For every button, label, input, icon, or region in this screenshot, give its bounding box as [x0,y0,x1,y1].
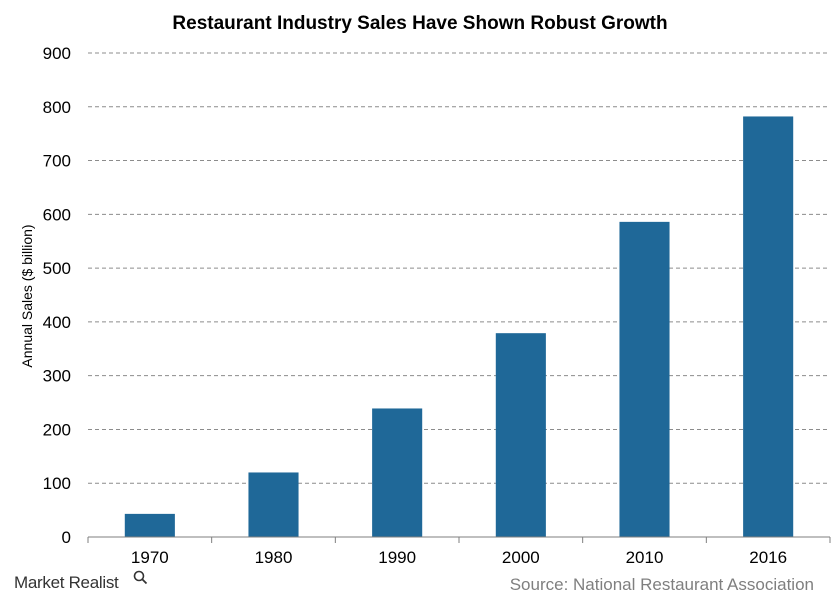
bar-2010 [619,221,670,537]
y-tick-label: 100 [43,474,71,493]
y-tick-label: 800 [43,98,71,117]
bar-1980 [248,472,299,537]
bars [124,116,794,538]
bar-1970 [124,513,175,537]
bar-1990 [372,408,423,537]
x-tick-label: 1980 [255,548,293,567]
magnifier-icon [133,570,148,585]
y-tick-label: 600 [43,205,71,224]
brand-text: Market Realist [14,573,119,592]
x-tick-label: 2000 [502,548,540,567]
y-tick-labels: 0 100 200 300 400 500 600 700 800 900 [43,44,71,547]
y-axis-label: Annual Sales ($ billion) [19,224,35,367]
x-tick-label: 2016 [749,548,787,567]
y-tick-label: 0 [62,528,71,547]
source-note: Source: National Restaurant Association [510,575,814,594]
y-tick-label: 900 [43,44,71,63]
y-tick-label: 500 [43,259,71,278]
x-tick-label: 1990 [378,548,416,567]
brand-logo: Market Realist [14,570,148,592]
chart-title: Restaurant Industry Sales Have Shown Rob… [172,13,667,34]
x-tick-labels: 1970 1980 1990 2000 2010 2016 [87,537,831,567]
y-tick-label: 700 [43,152,71,171]
x-tick-label: 1970 [131,548,169,567]
y-tick-label: 200 [43,420,71,439]
bar-2016 [743,116,794,538]
y-tick-label: 400 [43,313,71,332]
x-tick-label: 2010 [626,548,664,567]
bar-2000 [495,333,546,537]
gridlines [88,52,830,484]
y-tick-label: 300 [43,367,71,386]
